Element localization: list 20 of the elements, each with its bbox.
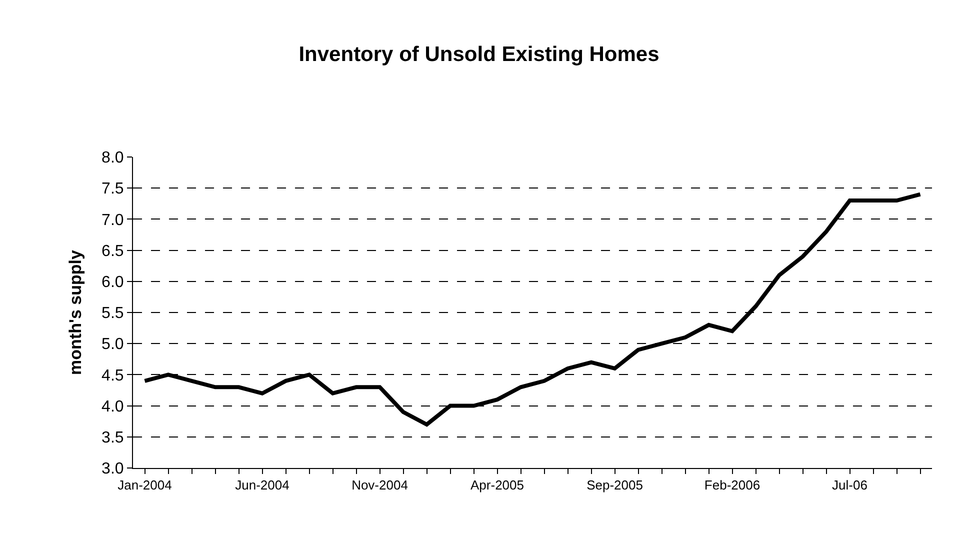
y-axis-title: month's supply	[66, 249, 86, 375]
y-tick-label: 7.5	[102, 180, 124, 198]
x-tick-label: Jun-2004	[235, 478, 290, 493]
y-tick-label: 5.0	[102, 336, 124, 354]
x-tick-label: Feb-2006	[704, 478, 760, 493]
y-tick-label: 6.0	[102, 274, 124, 291]
y-tick-label: 5.5	[102, 305, 124, 322]
y-tick-label: 7.0	[102, 212, 124, 229]
y-tick-label: 3.5	[102, 430, 124, 446]
y-tick-label: 8.0	[102, 150, 124, 167]
y-tick-label: 4.0	[102, 398, 124, 416]
x-tick-label: Nov-2004	[352, 478, 408, 493]
chart-title: Inventory of Unsold Existing Homes	[298, 42, 660, 66]
y-tick-label: 6.5	[102, 242, 124, 260]
x-tick-label: Apr-2005	[470, 478, 524, 493]
y-tick-label: 4.5	[102, 367, 124, 384]
y-tick-label: 3.0	[102, 460, 124, 478]
x-tick-label: Jan-2004	[118, 478, 172, 493]
x-tick-label: Sep-2005	[586, 478, 643, 493]
x-tick-label: Jul-06	[832, 478, 868, 493]
